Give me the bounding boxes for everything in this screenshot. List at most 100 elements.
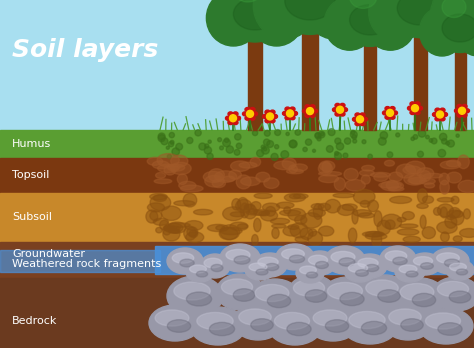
Ellipse shape	[215, 171, 237, 182]
Ellipse shape	[253, 0, 316, 39]
Ellipse shape	[233, 304, 283, 340]
Ellipse shape	[309, 255, 328, 265]
Circle shape	[274, 129, 281, 135]
Ellipse shape	[152, 161, 169, 169]
Ellipse shape	[419, 178, 435, 184]
Circle shape	[345, 138, 351, 144]
Ellipse shape	[239, 309, 271, 325]
Circle shape	[437, 111, 444, 118]
Ellipse shape	[267, 294, 291, 308]
Circle shape	[158, 135, 165, 142]
Circle shape	[224, 138, 229, 142]
Ellipse shape	[174, 200, 195, 206]
Ellipse shape	[154, 195, 166, 201]
Ellipse shape	[457, 155, 469, 169]
Ellipse shape	[377, 220, 391, 235]
Ellipse shape	[339, 258, 355, 266]
Ellipse shape	[447, 215, 454, 220]
Ellipse shape	[353, 254, 387, 278]
Ellipse shape	[147, 157, 163, 165]
Ellipse shape	[184, 226, 196, 240]
Circle shape	[353, 139, 356, 143]
Ellipse shape	[221, 279, 253, 295]
Circle shape	[352, 135, 356, 139]
Ellipse shape	[424, 173, 443, 178]
Ellipse shape	[308, 209, 325, 217]
Ellipse shape	[208, 224, 228, 231]
Circle shape	[262, 146, 269, 154]
Ellipse shape	[155, 173, 165, 178]
Ellipse shape	[349, 311, 385, 329]
Ellipse shape	[311, 204, 324, 209]
Circle shape	[261, 145, 265, 149]
Ellipse shape	[277, 202, 294, 208]
Ellipse shape	[157, 153, 179, 167]
Ellipse shape	[402, 212, 414, 220]
Circle shape	[305, 139, 312, 145]
Ellipse shape	[318, 203, 330, 211]
Ellipse shape	[169, 229, 180, 233]
Ellipse shape	[226, 250, 250, 261]
Circle shape	[187, 137, 193, 144]
Ellipse shape	[295, 215, 307, 224]
Ellipse shape	[447, 160, 460, 167]
Ellipse shape	[455, 109, 459, 113]
Ellipse shape	[240, 203, 249, 218]
Ellipse shape	[268, 307, 322, 345]
Ellipse shape	[363, 117, 367, 121]
Ellipse shape	[205, 175, 224, 187]
Ellipse shape	[211, 264, 223, 271]
Ellipse shape	[443, 112, 447, 117]
Circle shape	[418, 129, 426, 137]
Circle shape	[335, 138, 341, 144]
Ellipse shape	[285, 0, 335, 20]
Ellipse shape	[360, 113, 365, 117]
Ellipse shape	[204, 258, 222, 268]
Circle shape	[378, 137, 386, 145]
Ellipse shape	[419, 7, 465, 56]
Ellipse shape	[282, 249, 304, 259]
Ellipse shape	[447, 210, 463, 218]
Circle shape	[447, 140, 455, 147]
Ellipse shape	[274, 161, 295, 170]
Ellipse shape	[244, 0, 287, 6]
Ellipse shape	[168, 222, 186, 233]
Ellipse shape	[163, 227, 180, 241]
Ellipse shape	[167, 248, 203, 274]
Ellipse shape	[328, 283, 363, 300]
Ellipse shape	[313, 310, 347, 326]
Text: Topsoil: Topsoil	[12, 171, 49, 181]
Circle shape	[172, 148, 180, 156]
Ellipse shape	[290, 116, 295, 120]
Ellipse shape	[343, 108, 347, 112]
Ellipse shape	[365, 233, 387, 240]
Ellipse shape	[420, 263, 433, 269]
Ellipse shape	[438, 281, 469, 296]
Ellipse shape	[149, 305, 201, 341]
Ellipse shape	[250, 0, 304, 46]
Ellipse shape	[395, 262, 425, 282]
Ellipse shape	[203, 171, 223, 182]
Ellipse shape	[263, 203, 280, 212]
Ellipse shape	[312, 109, 318, 113]
Ellipse shape	[401, 319, 423, 331]
Ellipse shape	[378, 290, 400, 302]
Ellipse shape	[337, 205, 354, 215]
Ellipse shape	[442, 0, 466, 17]
Ellipse shape	[462, 113, 467, 117]
Ellipse shape	[464, 209, 470, 219]
Ellipse shape	[306, 272, 318, 278]
Ellipse shape	[353, 210, 372, 216]
Ellipse shape	[245, 108, 250, 111]
Ellipse shape	[167, 320, 191, 332]
Circle shape	[413, 135, 418, 139]
Circle shape	[315, 133, 320, 137]
Ellipse shape	[431, 248, 469, 274]
Ellipse shape	[358, 213, 374, 218]
Circle shape	[327, 145, 333, 152]
Circle shape	[218, 138, 222, 142]
Ellipse shape	[360, 275, 410, 311]
Ellipse shape	[246, 211, 267, 215]
Ellipse shape	[358, 258, 378, 268]
Circle shape	[456, 134, 459, 137]
